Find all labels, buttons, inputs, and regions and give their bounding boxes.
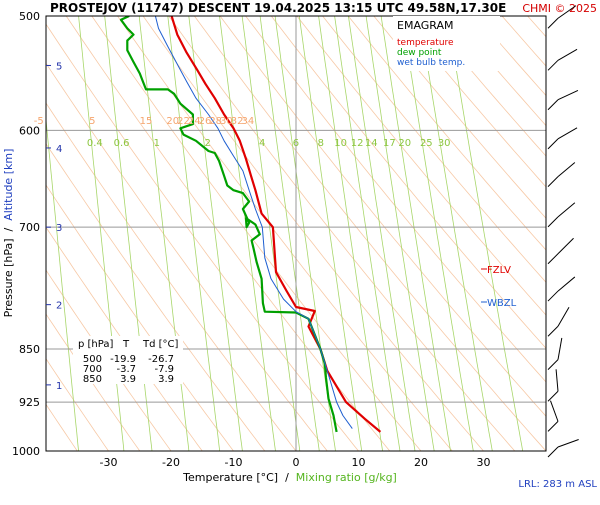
table-header-td: Td [°C] [142, 339, 179, 350]
pressure-tick-label: 1000 [12, 445, 40, 458]
altitude-tick-label: 2 [56, 301, 62, 312]
mixing-ratio-label: 1 [154, 138, 160, 149]
temperature-tick-label: 30 [477, 456, 491, 469]
mixing-ratio-label: 10 [334, 138, 347, 149]
pressure-tick-label: 500 [19, 10, 40, 23]
values-table: p [hPa] T Td [°C] 500 -19.9 -26.7 700 -3… [73, 336, 183, 385]
mixing-ratio-label: 2 [204, 138, 210, 149]
mixing-ratio-label: 14 [365, 138, 378, 149]
temperature-tick-label: 20 [414, 456, 428, 469]
legend-item-temperature: temperature [397, 38, 454, 48]
temperature-tick-label: -30 [100, 456, 118, 469]
mixing-ratio-label: 20 [398, 138, 411, 149]
y-axis-title: Pressure [hPa] / Altitude [km] [2, 149, 15, 318]
legend-item-wet-bulb: wet bulb temp. [397, 58, 465, 68]
temperature-tick-label: 10 [352, 456, 366, 469]
altitude-tick-label: 3 [56, 223, 62, 234]
mixing-ratio-label: 8 [318, 138, 324, 149]
table-cell: 3.9 [120, 374, 136, 385]
altitude-tick-label: 4 [56, 144, 62, 155]
legend-heading: EMAGRAM [397, 19, 454, 32]
pressure-tick-label: 925 [19, 396, 40, 409]
mixing-ratio-label: 17 [383, 138, 396, 149]
mixing-ratio-label: 0.4 [87, 138, 103, 149]
pressure-tick-label: 700 [19, 221, 40, 234]
table-header-t: T [122, 339, 130, 350]
lrl-label: LRL: 283 m ASL [518, 479, 597, 490]
table-header-p: p [hPa] [78, 339, 113, 350]
x-axis-title: Temperature [°C] / Mixing ratio [g/kg] [182, 471, 397, 484]
mixing-ratio-label: 12 [351, 138, 364, 149]
legend-item-dew-point: dew point [397, 48, 442, 58]
table-cell: 3.9 [158, 374, 174, 385]
table-cell: 850 [83, 374, 102, 385]
mixing-ratio-label: 4 [259, 138, 265, 149]
legend: EMAGRAM temperature dew point wet bulb t… [393, 16, 500, 71]
altitude-tick-label: 1 [56, 381, 62, 392]
chart-title: PROSTEJOV (11747) DESCENT 19.04.2025 13:… [50, 1, 506, 15]
dry-adiabat-label: 5 [89, 116, 95, 127]
dry-adiabat-label: 15 [140, 116, 153, 127]
fzlv-label: FZLV [487, 265, 511, 276]
dry-adiabat-label: 34 [241, 116, 254, 127]
temperature-tick-label: 0 [293, 456, 300, 469]
wbzl-label: WBZL [487, 298, 517, 309]
dry-adiabat-label: -5 [34, 116, 44, 127]
mixing-ratio-label: 25 [420, 138, 433, 149]
mixing-ratio-label: 0.6 [114, 138, 130, 149]
temperature-tick-label: -10 [225, 456, 243, 469]
copyright-label: CHMI © 2025 [522, 2, 597, 15]
pressure-tick-label: 850 [19, 343, 40, 356]
altitude-tick-label: 5 [56, 61, 62, 72]
mixing-ratio-label: 6 [293, 138, 299, 149]
temperature-tick-label: -20 [162, 456, 180, 469]
mixing-ratio-label: 30 [438, 138, 451, 149]
